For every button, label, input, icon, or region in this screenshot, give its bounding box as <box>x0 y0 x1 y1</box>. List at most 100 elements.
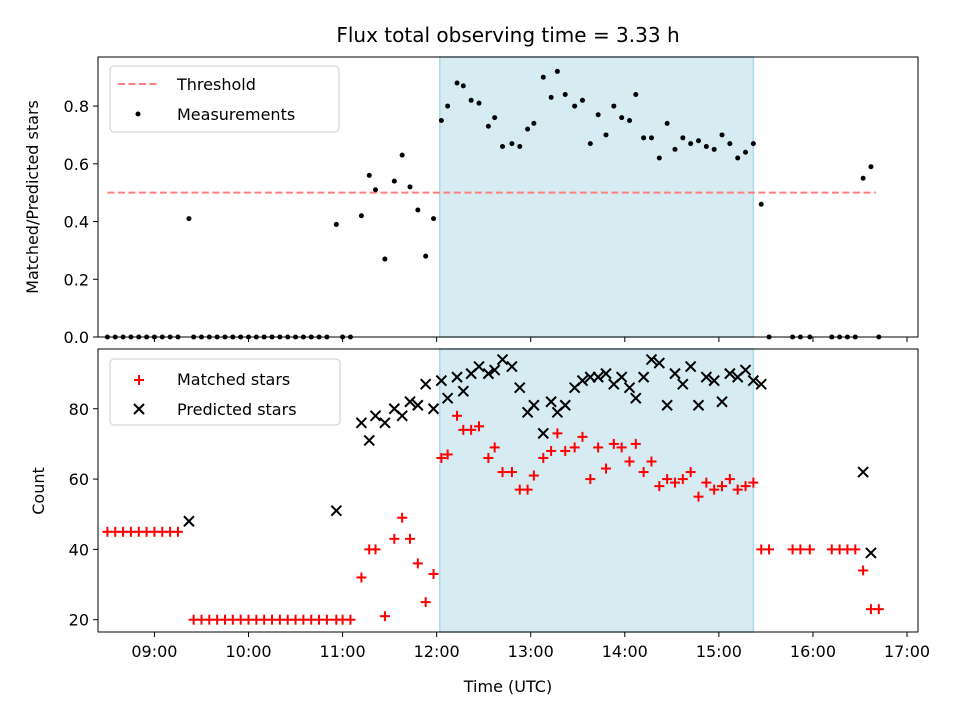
bottom-panel-star-counts: 09:00 10:00 11:00 12:00 13:00 14:00 15:00 16:00… <box>29 348 930 661</box>
matched-star-point <box>850 544 861 555</box>
x-axis-label: Time (UTC) <box>463 677 552 696</box>
matched-star-point <box>379 611 390 622</box>
matched-star-point <box>646 456 657 467</box>
measurement-point <box>358 213 364 219</box>
measurement-point <box>562 92 568 98</box>
predicted-star-point <box>708 374 720 387</box>
x-tick-label: 17:00 <box>884 642 930 661</box>
x-tick-label: 13:00 <box>508 642 554 661</box>
measurement-point <box>399 152 405 158</box>
matched-star-point <box>709 484 720 495</box>
measurement-point <box>750 141 756 147</box>
matched-star-point <box>608 438 619 449</box>
measurement-point <box>454 80 460 86</box>
predicted-star-point <box>592 371 604 383</box>
measurement-point <box>415 207 421 213</box>
legend-matched-marker <box>134 375 144 385</box>
predicted-star-point <box>488 364 501 376</box>
matched-star-point <box>345 614 356 625</box>
matched-star-point <box>466 424 477 435</box>
measurement-point <box>648 135 654 141</box>
predicted-star-point <box>514 381 526 394</box>
top-panel-matched-ratio: 0.00.20.40.60.8 Matched/Predicted stars … <box>23 56 919 347</box>
matched-star-point <box>436 452 447 463</box>
measurement-point <box>366 172 372 178</box>
matched-star-point <box>804 544 815 555</box>
top-y-tick-label: 0.6 <box>64 155 89 174</box>
top-panel-legend: Threshold Measurements <box>109 65 340 133</box>
measurement-point <box>633 92 639 98</box>
predicted-star-point <box>369 410 382 422</box>
matched-star-point <box>397 512 408 523</box>
matched-star-point <box>764 544 775 555</box>
top-y-tick-label: 0.2 <box>64 270 89 289</box>
bottom-y-tick-label: 20 <box>69 611 89 630</box>
predicted-star-point <box>669 367 681 380</box>
predicted-star-point <box>506 360 518 373</box>
measurement-point <box>540 74 546 80</box>
matched-star-point <box>172 526 183 537</box>
matched-star-point <box>552 428 563 439</box>
predicted-star-point <box>355 417 368 429</box>
predicted-star-point <box>363 434 375 447</box>
measurement-point <box>719 132 725 138</box>
predicted-star-point <box>677 378 689 390</box>
measurement-point <box>656 155 662 161</box>
measurement-point <box>554 68 560 74</box>
predicted-star-point <box>496 353 509 366</box>
legend-predicted-label: Predicted stars <box>177 400 297 419</box>
measurement-point <box>492 115 498 121</box>
matched-star-point <box>616 442 627 453</box>
matched-star-point <box>858 565 869 576</box>
predicted-star-point <box>700 371 713 383</box>
matched-star-point <box>483 452 494 463</box>
predicted-star-point <box>755 378 767 390</box>
predicted-star-point <box>537 427 549 440</box>
matched-star-point <box>405 533 416 544</box>
legend-threshold-label: Threshold <box>176 75 256 94</box>
predicted-star-point <box>330 505 343 517</box>
predicted-star-point <box>739 364 752 376</box>
measurement-point <box>627 118 633 124</box>
matched-star-point <box>412 558 423 569</box>
bottom-y-tick-label: 40 <box>69 540 89 559</box>
matched-star-point <box>717 481 728 492</box>
figure-title: Flux total observing time = 3.33 h <box>336 23 679 47</box>
measurement-point <box>460 83 466 89</box>
matched-star-point <box>522 484 533 495</box>
measurement-point <box>664 120 670 126</box>
predicted-star-point <box>441 392 454 404</box>
measurement-point <box>485 123 491 129</box>
predicted-star-point <box>724 367 736 380</box>
measurement-point <box>500 143 506 149</box>
bottom-y-tick-label: 60 <box>69 470 89 489</box>
measurement-point <box>333 221 339 227</box>
predicted-star-point <box>427 403 440 415</box>
measurement-point <box>431 216 437 222</box>
matched-star-point <box>569 442 580 453</box>
measurement-point <box>611 103 617 109</box>
bottom-panel-y-axis-label: Count <box>29 467 48 515</box>
matched-star-point <box>600 463 611 474</box>
predicted-star-point <box>661 399 673 411</box>
bottom-panel-legend: Matched stars Predicted stars <box>109 358 341 426</box>
x-tick-label: 09:00 <box>131 642 177 661</box>
matched-star-point <box>428 568 439 579</box>
measurement-point <box>531 120 537 126</box>
predicted-star-point <box>576 374 589 387</box>
predicted-star-point <box>645 353 658 366</box>
matched-star-point <box>701 477 712 488</box>
measurement-point <box>727 141 733 147</box>
predicted-star-point <box>482 367 495 380</box>
predicted-star-point <box>684 360 697 373</box>
measurement-point <box>391 178 397 184</box>
matched-star-point <box>577 431 588 442</box>
predicted-star-point <box>692 399 705 411</box>
matched-star-point <box>624 456 635 467</box>
legend-measurements-marker <box>135 111 141 117</box>
matched-star-point <box>740 481 751 492</box>
matched-star-point <box>638 467 649 478</box>
measurement-point <box>758 201 764 207</box>
measurement-point <box>860 175 866 181</box>
predicted-star-point <box>857 466 869 478</box>
